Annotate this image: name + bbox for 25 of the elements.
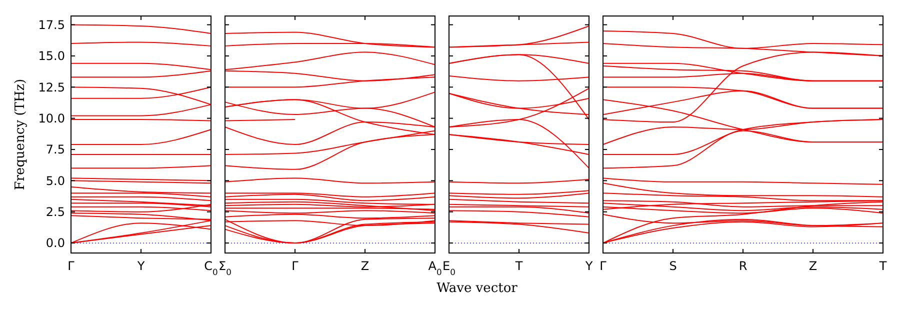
x-tick-label: Γ (292, 259, 299, 273)
y-axis-title: Frequency (THz) (13, 78, 28, 190)
x-tick-label: Y (136, 259, 146, 273)
x-tick-label: C$_{0}$ (204, 259, 218, 277)
x-tick-label: Z (808, 259, 818, 273)
x-tick-label: T (514, 259, 524, 273)
x-tick-label: Σ$_{0}$ (218, 259, 232, 277)
x-tick-label: Y (584, 259, 594, 273)
x-tick-label: R (738, 259, 748, 273)
x-tick-label: E$_{0}$ (442, 259, 456, 277)
x-tick-label: Γ (68, 259, 75, 273)
y-tick-label: 5.0 (46, 174, 65, 188)
y-tick-label: 10.0 (38, 111, 65, 126)
y-tick-label: 12.5 (38, 80, 65, 94)
y-tick-label: 15.0 (38, 49, 65, 64)
y-tick-label: 17.5 (38, 18, 65, 32)
x-tick-label: Z (360, 259, 370, 273)
y-tick-label: 7.5 (46, 142, 65, 157)
x-tick-label: T (878, 259, 888, 273)
x-tick-label: Γ (600, 259, 607, 273)
y-tick-label: 2.5 (46, 205, 65, 220)
x-axis-title: Wave vector (436, 281, 518, 296)
x-tick-label: S (669, 259, 677, 273)
x-tick-label: A$_{0}$ (428, 259, 442, 277)
y-tick-label: 0.0 (46, 236, 65, 250)
